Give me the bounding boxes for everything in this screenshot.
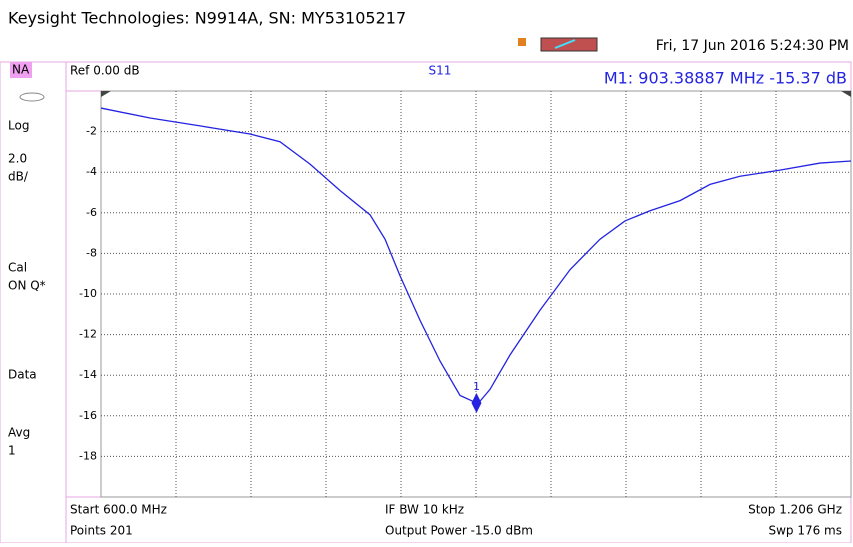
y-tick-label: -10: [79, 287, 97, 300]
y-tick-label: -4: [86, 165, 97, 178]
ref-arrow: [101, 91, 111, 97]
sidebar-label: 2.0: [8, 152, 27, 166]
sidebar-frame: [0, 61, 67, 544]
y-tick-label: -6: [86, 206, 97, 219]
ref-level: Ref 0.00 dB: [70, 64, 140, 78]
trace-line: [100, 107, 852, 405]
sidebar-label: Log: [8, 119, 29, 133]
stop-freq: Stop 1.206 GHz: [748, 503, 842, 517]
y-tick-label: -12: [79, 328, 97, 341]
trace-name: S11: [429, 64, 452, 78]
ref-arrow: [841, 91, 851, 97]
marker-label: 1: [473, 380, 480, 393]
mode-badge: [10, 62, 32, 78]
sidebar-label: 1: [8, 444, 16, 458]
sweep-time: Swp 176 ms: [768, 524, 842, 538]
instrument-title: Keysight Technologies: N9914A, SN: MY531…: [8, 9, 406, 28]
y-tick-label: -16: [79, 409, 97, 422]
points: Points 201: [70, 524, 133, 538]
mode: NA: [12, 63, 30, 77]
y-tick-label: -2: [86, 125, 97, 138]
marker-readout: M1: 903.38887 MHz -15.37 dB: [604, 69, 847, 88]
y-tick-label: -18: [79, 449, 97, 462]
status-icons: [518, 37, 598, 52]
sidebar-label: Cal: [8, 261, 27, 275]
sidebar-label: dB/: [8, 170, 29, 184]
y-tick-label: -14: [79, 368, 97, 381]
sidebar-label: ON Q*: [8, 279, 46, 293]
if-bandwidth: IF BW 10 kHz: [385, 503, 464, 517]
y-tick-label: -8: [86, 246, 97, 259]
output-power: Output Power -15.0 dBm: [385, 524, 533, 538]
sidebar-label: Avg: [8, 426, 30, 440]
start-freq: Start 600.0 MHz: [70, 503, 167, 517]
sidebar-label: Data: [8, 368, 37, 382]
datetime: Fri, 17 Jun 2016 5:24:30 PM: [656, 38, 849, 54]
icon: [19, 92, 45, 102]
marker: [471, 393, 482, 414]
